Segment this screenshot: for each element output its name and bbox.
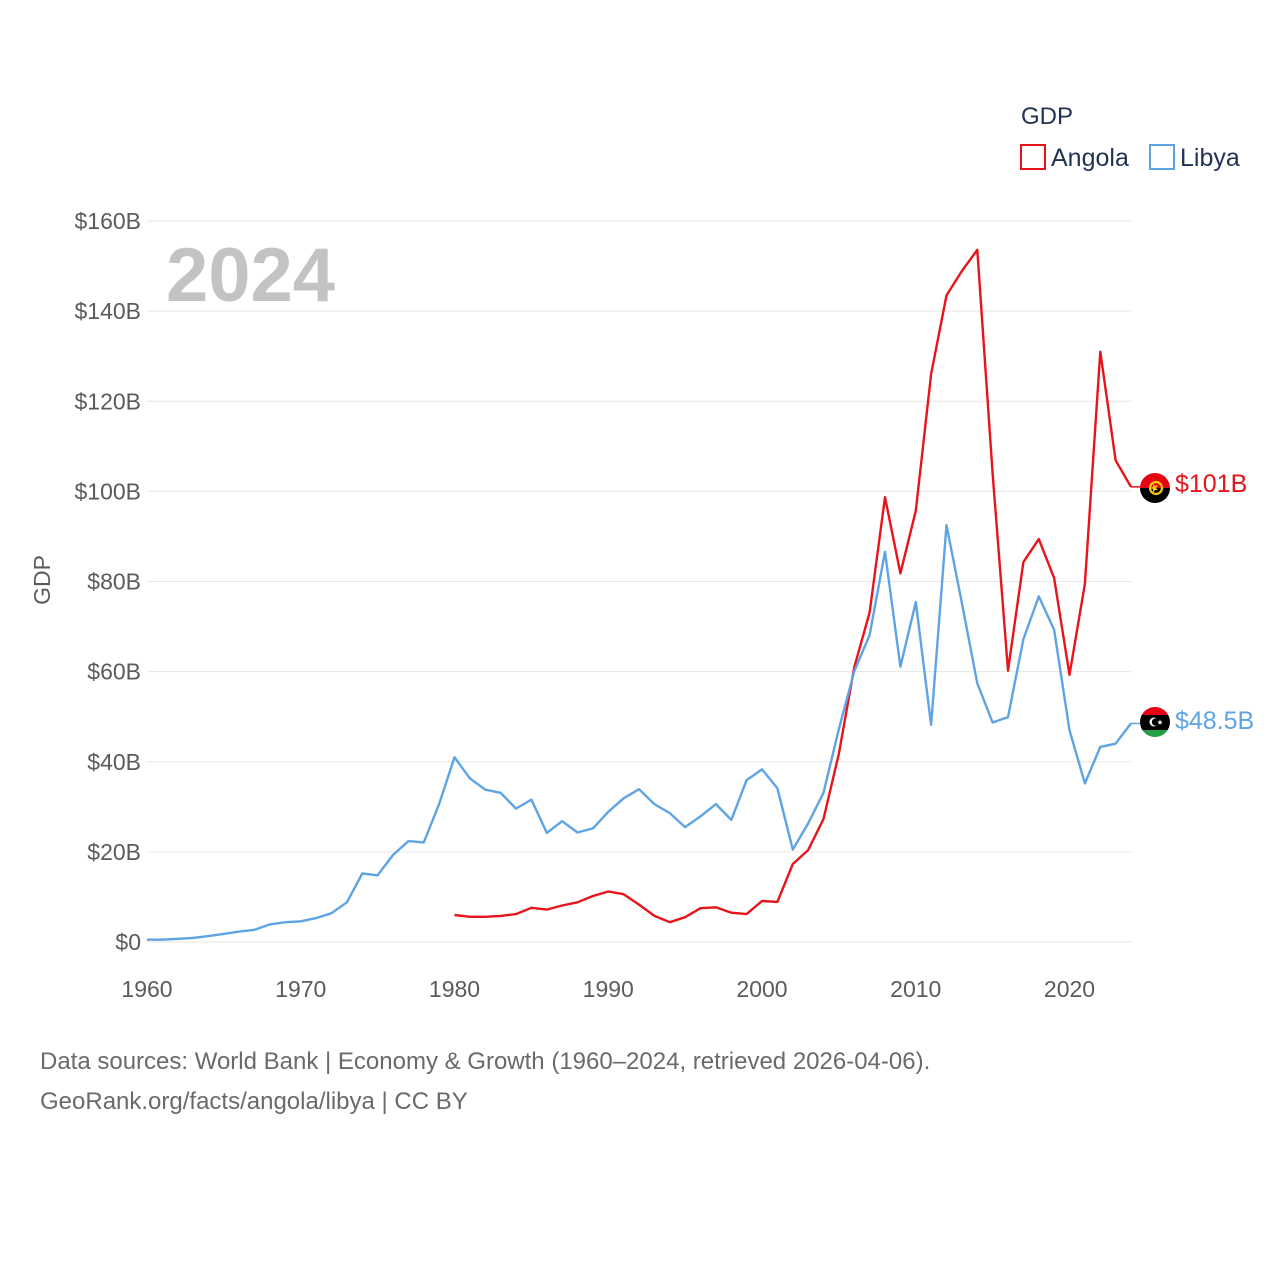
- series-lines: [147, 248, 1140, 941]
- x-tick-label: 2010: [890, 976, 941, 1002]
- y-tick-label: $100B: [74, 478, 141, 504]
- libya-flag-icon: [1140, 707, 1170, 737]
- angola-flag-icon: [1140, 473, 1170, 503]
- legend-swatch-angola: [1020, 144, 1046, 170]
- y-tick-label: $20B: [87, 839, 141, 865]
- y-tick-label: $160B: [74, 208, 141, 234]
- x-tick-label: 1960: [121, 976, 172, 1002]
- y-tick-label: $120B: [74, 388, 141, 414]
- legend-label-angola: Angola: [1051, 144, 1129, 172]
- x-tick-label: 2020: [1044, 976, 1095, 1002]
- legend-label-libya: Libya: [1180, 144, 1240, 172]
- y-axis-label: GDP: [29, 555, 55, 605]
- x-tick-label: 1970: [275, 976, 326, 1002]
- credit-line: GeoRank.org/facts/angola/libya | CC BY: [40, 1088, 468, 1115]
- year-watermark: 2024: [166, 233, 335, 318]
- y-axis-ticks: $0 $20B $40B $60B $80B $100B $120B $140B $160B: [74, 208, 141, 955]
- y-tick-label: $140B: [74, 298, 141, 324]
- legend-item-libya[interactable]: Libya: [1149, 144, 1240, 172]
- x-tick-label: 1980: [429, 976, 480, 1002]
- legend-title: GDP: [1021, 103, 1073, 130]
- x-tick-label: 1990: [583, 976, 634, 1002]
- x-axis-ticks: 1960 1970 1980 1990 2000 2010 2020: [121, 976, 1095, 1002]
- gridlines: [147, 220, 1131, 943]
- data-sources-line: Data sources: World Bank | Economy & Gro…: [40, 1048, 931, 1075]
- x-tick-label: 2000: [736, 976, 787, 1002]
- series-line-libya: [147, 524, 1132, 941]
- legend: GDP Angola Libya: [1020, 103, 1240, 172]
- y-tick-label: $80B: [87, 569, 141, 595]
- y-tick-label: $40B: [87, 749, 141, 775]
- series-line-angola: [454, 248, 1133, 924]
- legend-swatch-libya: [1149, 144, 1175, 170]
- end-value-label-angola: $101B: [1175, 470, 1247, 498]
- end-value-label-libya: $48.5B: [1175, 707, 1254, 735]
- y-tick-label: $60B: [87, 659, 141, 685]
- y-tick-label: $0: [115, 929, 141, 955]
- legend-item-angola[interactable]: Angola: [1020, 144, 1129, 172]
- data-source-footer: Data sources: World Bank | Economy & Gro…: [40, 1042, 1240, 1122]
